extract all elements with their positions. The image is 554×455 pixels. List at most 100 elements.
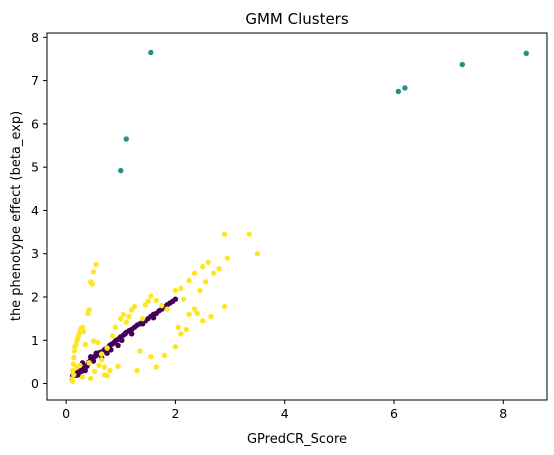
chart-title: GMM Clusters	[245, 10, 349, 28]
x-tick-label: 4	[281, 406, 289, 421]
data-point-cluster-0-56	[172, 296, 179, 302]
data-point-cluster-2-50	[178, 285, 184, 292]
data-point-cluster-2-51	[180, 296, 187, 302]
data-point-cluster-2-39	[126, 313, 132, 320]
data-point-cluster-2-77	[86, 360, 92, 366]
data-point-cluster-2-66	[175, 324, 181, 330]
data-point-cluster-0-65	[150, 315, 157, 321]
data-point-cluster-2-22	[89, 281, 96, 287]
y-tick-label: 2	[31, 289, 39, 304]
data-point-cluster-2-33	[90, 338, 97, 344]
data-point-cluster-2-54	[200, 264, 206, 270]
data-point-cluster-2-28	[88, 375, 94, 382]
data-point-cluster-2-23	[90, 269, 97, 275]
data-point-cluster-2-67	[178, 331, 184, 337]
data-point-cluster-2-17	[79, 374, 86, 380]
y-tick-label: 6	[31, 116, 39, 131]
data-point-cluster-2-71	[221, 303, 228, 310]
data-point-cluster-2-36	[118, 315, 124, 322]
data-point-cluster-2-26	[96, 362, 102, 369]
data-point-cluster-2-27	[98, 357, 105, 363]
y-tick-label: 5	[31, 160, 39, 175]
x-tick-label: 8	[499, 406, 507, 421]
data-point-cluster-2-30	[107, 367, 113, 374]
ticks-layer: 0 2 4 6 8 0 1 2 3 4 5 6 7 8	[31, 30, 507, 421]
plot-frame	[46, 32, 548, 401]
data-point-cluster-2-24	[93, 261, 99, 268]
data-point-cluster-2-61	[254, 251, 261, 257]
x-axis-label: GPredCR_Score	[247, 432, 347, 447]
data-point-cluster-2-84	[101, 364, 108, 370]
data-point-cluster-2-45	[148, 293, 154, 299]
data-point-cluster-2-16	[77, 362, 83, 369]
data-point-cluster-2-68	[183, 326, 190, 333]
data-point-cluster-2-6	[73, 341, 79, 348]
data-point-cluster-2-47	[159, 302, 165, 309]
data-point-cluster-2-60	[246, 231, 252, 237]
data-point-cluster-2-3	[71, 354, 77, 361]
y-tick-label: 1	[31, 333, 39, 348]
data-point-cluster-2-41	[131, 303, 138, 310]
data-point-cluster-0-62	[82, 367, 88, 374]
data-point-cluster-2-65	[191, 306, 198, 312]
data-point-cluster-2-42	[139, 315, 146, 322]
data-point-cluster-1-6	[523, 50, 529, 57]
data-point-cluster-2-74	[134, 367, 140, 374]
data-point-cluster-2-83	[137, 348, 143, 354]
data-point-cluster-2-81	[172, 344, 179, 350]
data-point-cluster-2-13	[69, 378, 76, 385]
data-point-cluster-1-1	[123, 136, 129, 142]
data-point-cluster-2-32	[104, 345, 110, 351]
data-point-cluster-2-25	[91, 368, 98, 375]
data-point-cluster-2-37	[120, 311, 127, 318]
y-tick-label: 7	[31, 73, 39, 88]
data-point-cluster-2-38	[123, 319, 129, 325]
data-point-cluster-2-55	[205, 259, 211, 266]
data-point-cluster-2-69	[200, 318, 206, 324]
data-point-cluster-2-78	[95, 339, 101, 346]
data-point-cluster-2-63	[197, 287, 203, 294]
data-point-cluster-2-2	[70, 361, 76, 367]
data-point-cluster-2-49	[172, 287, 179, 294]
data-point-cluster-0-59	[93, 350, 99, 356]
data-point-cluster-2-57	[216, 266, 222, 272]
y-axis-label: the phenotype effect (beta_exp)	[9, 111, 24, 321]
data-point-cluster-0-68	[115, 342, 121, 349]
y-tick-label: 3	[31, 246, 39, 261]
data-point-cluster-2-70	[208, 313, 214, 320]
data-point-cluster-2-31	[98, 351, 105, 357]
data-point-cluster-2-79	[80, 328, 87, 335]
data-point-cluster-2-18	[82, 341, 88, 348]
data-point-cluster-2-1	[69, 367, 76, 374]
data-point-cluster-2-73	[153, 364, 159, 370]
data-point-cluster-2-46	[153, 297, 159, 304]
data-point-cluster-1-4	[402, 85, 408, 91]
data-point-cluster-0-63	[129, 331, 135, 337]
data-point-cluster-2-76	[115, 363, 121, 369]
data-point-cluster-0-4	[75, 372, 81, 378]
points-layer	[68, 49, 529, 385]
data-point-cluster-2-52	[186, 277, 192, 284]
data-point-cluster-0-69	[119, 337, 125, 343]
data-point-cluster-0-66	[104, 350, 110, 356]
data-point-cluster-2-82	[194, 310, 200, 317]
x-tick-label: 6	[390, 406, 398, 421]
data-point-cluster-2-35	[112, 324, 119, 330]
data-point-cluster-2-14	[71, 372, 77, 378]
data-point-cluster-2-44	[145, 298, 151, 305]
data-point-cluster-0-58	[88, 354, 94, 360]
data-point-cluster-2-58	[224, 255, 231, 261]
data-point-cluster-2-20	[86, 307, 92, 313]
data-point-cluster-2-75	[104, 373, 110, 379]
data-point-cluster-2-59	[221, 231, 228, 237]
data-point-cluster-0-61	[90, 358, 97, 364]
data-point-cluster-2-12	[79, 324, 86, 330]
data-point-cluster-2-53	[191, 270, 198, 276]
data-point-cluster-2-64	[186, 311, 192, 318]
data-point-cluster-0-64	[139, 321, 146, 327]
data-point-cluster-2-62	[202, 279, 209, 285]
x-tick-label: 0	[62, 406, 70, 421]
x-tick-label: 2	[171, 406, 179, 421]
data-point-cluster-1-0	[118, 167, 124, 174]
